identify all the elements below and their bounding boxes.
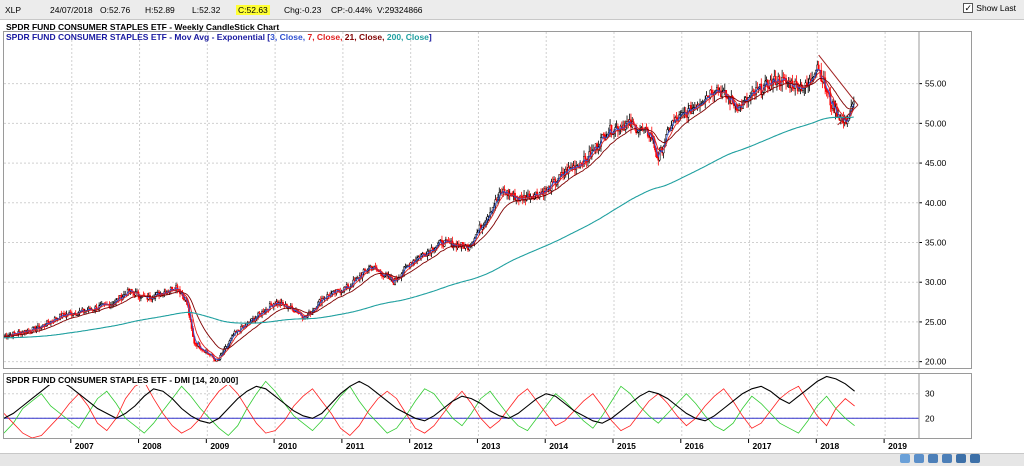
y-tick-label: 45.00 <box>925 158 947 168</box>
candle-body <box>596 143 599 150</box>
settings-icon[interactable] <box>970 454 980 463</box>
symbol-label: XLP <box>5 5 22 15</box>
trendline <box>818 54 859 106</box>
legend-ema3: 3, Close, <box>270 32 308 42</box>
candle-body <box>270 303 273 306</box>
ema-line-21 <box>3 77 855 350</box>
x-tick-label: 2018 <box>820 441 839 451</box>
show-last-toggle[interactable]: ✓ Show Last <box>963 3 1016 13</box>
legend-ema7: 7, Close, <box>307 32 345 42</box>
change-value: Chg:-0.23 <box>284 5 322 15</box>
candle-body <box>601 134 604 138</box>
candle-body <box>139 297 142 299</box>
candle-body <box>786 81 789 84</box>
low-value: L:52.32 <box>192 5 221 15</box>
fit-icon[interactable] <box>956 454 966 463</box>
high-value: H:52.89 <box>145 5 175 15</box>
candle-body <box>826 91 829 93</box>
y-tick-label: 40.00 <box>925 198 947 208</box>
candle-body <box>327 294 330 296</box>
zoom-in-icon[interactable] <box>942 454 952 463</box>
candle-body <box>258 312 261 315</box>
y-tick-label: 50.00 <box>925 118 947 128</box>
candle-body <box>782 77 785 79</box>
candle-body <box>293 311 296 313</box>
candle-body <box>636 131 639 134</box>
candle-body <box>775 82 778 86</box>
time-axis: 2007 2008 2009 2010 2011 2012 2013 2014 2015 2016… <box>70 439 907 451</box>
legend-ema200: 200, Close <box>386 32 429 42</box>
price-chart[interactable]: 20.00 25.00 30.00 35.00 40.00 45.00 50.00 55.00 <box>3 32 971 368</box>
change-pct-value: CP:-0.44% <box>331 5 373 15</box>
candle-body <box>795 80 798 84</box>
x-tick-label: 2014 <box>549 441 568 451</box>
trendline <box>837 104 859 126</box>
x-tick-label: 2015 <box>617 441 636 451</box>
quote-toolbar: XLP 24/07/2018 O:52.76 H:52.89 L:52.32 C… <box>0 0 1024 20</box>
candle-body <box>717 87 720 92</box>
candle-body <box>610 124 613 135</box>
candle-body <box>721 91 724 97</box>
ema-line-7 <box>3 71 855 359</box>
horizontal-scrollbar[interactable] <box>0 453 1024 466</box>
candle-body <box>364 269 366 271</box>
ema-line-3 <box>3 68 855 361</box>
x-tick-label: 2017 <box>753 441 772 451</box>
candle-body <box>852 100 855 105</box>
show-last-label: Show Last <box>976 3 1016 13</box>
x-tick-label: 2011 <box>346 441 365 451</box>
close-value: C:52.63 <box>236 5 270 15</box>
price-chart-pane[interactable]: 20.00 25.00 30.00 35.00 40.00 45.00 50.00 55.00 <box>3 31 972 369</box>
x-tick-label: 2009 <box>210 441 229 451</box>
zoom-out-icon[interactable] <box>928 454 938 463</box>
candle-body <box>798 88 801 92</box>
moving-average-legend: SPDR FUND CONSUMER STAPLES ETF - Mov Avg… <box>6 32 432 42</box>
y-tick-label: 55.00 <box>925 79 947 89</box>
scroll-left-icon[interactable] <box>900 454 910 463</box>
candle-body <box>752 90 755 93</box>
x-tick-label: 2007 <box>75 441 94 451</box>
y-tick-label: 35.00 <box>925 237 947 247</box>
open-value: O:52.76 <box>100 5 131 15</box>
chart-title: SPDR FUND CONSUMER STAPLES ETF - Weekly … <box>6 22 280 32</box>
dmi-line-di <box>3 380 855 437</box>
x-tick-label: 2013 <box>481 441 500 451</box>
ema-line-200 <box>4 116 854 339</box>
x-tick-label: 2012 <box>414 441 433 451</box>
dmi-line-adx <box>3 375 855 424</box>
y-tick-label: 20.00 <box>925 357 947 367</box>
legend-ema21: 21, Close, <box>344 32 387 42</box>
dmi-y-tick-label: 30 <box>925 389 935 399</box>
candle-body <box>675 117 678 120</box>
dmi-line-di <box>3 380 855 439</box>
dmi-title: SPDR FUND CONSUMER STAPLES ETF - DMI [14… <box>6 375 239 385</box>
candle-body <box>47 320 50 324</box>
checkbox-icon[interactable]: ✓ <box>963 3 974 13</box>
x-tick-label: 2016 <box>685 441 704 451</box>
date-label: 24/07/2018 <box>50 5 93 15</box>
candle-body <box>584 156 587 160</box>
x-tick-label: 2010 <box>278 441 297 451</box>
y-tick-label: 25.00 <box>925 317 947 327</box>
volume-value: V:29324866 <box>377 5 423 15</box>
scroll-right-icon[interactable] <box>914 454 924 463</box>
x-tick-label: 2019 <box>888 441 907 451</box>
x-tick-label: 2008 <box>143 441 162 451</box>
dmi-y-tick-label: 20 <box>925 413 935 423</box>
y-tick-label: 30.00 <box>925 277 947 287</box>
